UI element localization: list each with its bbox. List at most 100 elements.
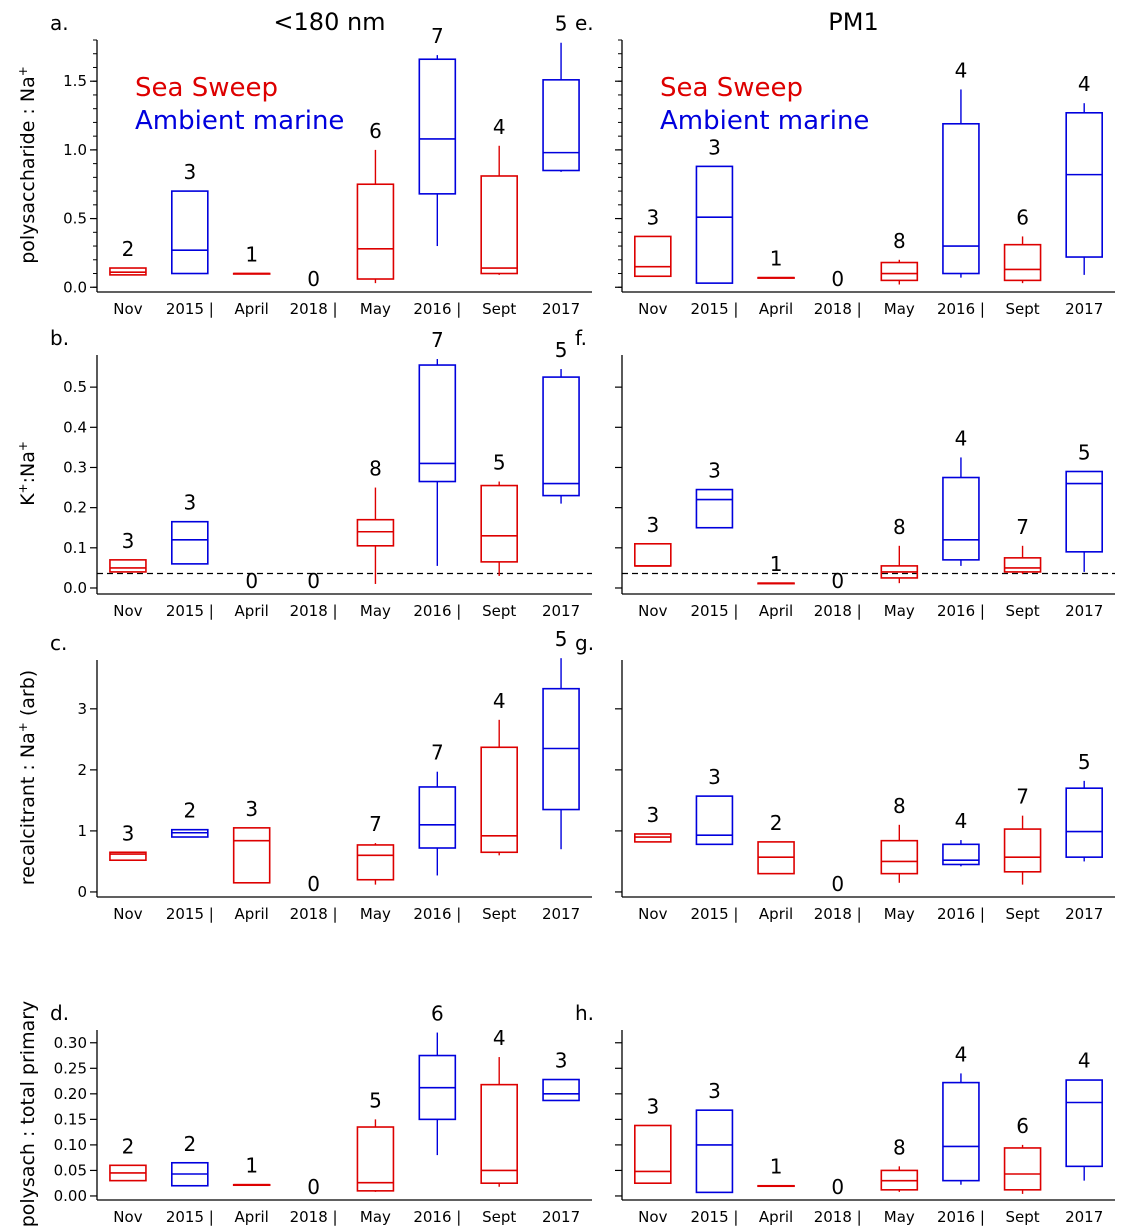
x-category-label: Nov: [113, 905, 142, 923]
sample-count-label: 8: [369, 457, 382, 481]
box-sea-sweep: [1003, 815, 1042, 885]
box-ambient-marine: [418, 359, 457, 566]
y-tick-label: 3: [77, 700, 87, 718]
box-iqr: [232, 827, 271, 884]
sample-count-label: 1: [770, 1155, 783, 1179]
box-sea-sweep: [880, 824, 919, 883]
box-iqr: [942, 843, 980, 866]
sample-count-label: 0: [307, 267, 320, 291]
x-category-label: May: [884, 602, 915, 620]
y-tick-label: 0.15: [54, 1110, 87, 1128]
box-ambient-marine: [418, 55, 457, 247]
box-sea-sweep: [109, 559, 147, 573]
box-iqr: [480, 175, 518, 275]
y-tick-label: 0.2: [63, 499, 87, 517]
x-category-label: 2015 |: [166, 1208, 214, 1226]
x-category-label: 2018 |: [290, 602, 338, 620]
box-iqr: [695, 795, 734, 846]
box-iqr: [480, 1083, 518, 1184]
sample-count-label: 3: [708, 765, 721, 789]
sample-count-label: 0: [307, 1175, 320, 1199]
sample-count-label: 5: [493, 451, 506, 475]
sample-count-label: 4: [955, 809, 968, 833]
sample-count-label: 4: [955, 58, 968, 82]
panel-letter: c.: [50, 631, 67, 655]
x-category-label: Nov: [638, 602, 667, 620]
x-category-label: 2017: [542, 602, 580, 620]
sample-count-label: 7: [431, 741, 444, 765]
sample-count-label: 1: [245, 1154, 258, 1178]
x-category-label: Sept: [1005, 1208, 1039, 1226]
x-category-label: May: [884, 1208, 915, 1226]
x-category-label: 2015 |: [690, 905, 738, 923]
box-sea-sweep: [880, 545, 919, 584]
box-sea-sweep: [480, 1057, 518, 1187]
sample-count-label: 2: [770, 811, 783, 835]
box-iqr: [480, 746, 518, 854]
box-ambient-marine: [542, 369, 580, 504]
x-category-label: Sept: [482, 602, 516, 620]
box-sea-sweep: [232, 272, 271, 275]
box-iqr: [1003, 243, 1042, 282]
x-category-label: 2015 |: [690, 1208, 738, 1226]
box-sea-sweep: [356, 149, 395, 284]
sample-count-label: 0: [245, 569, 258, 593]
box-ambient-marine: [1065, 470, 1103, 572]
box-sea-sweep: [634, 542, 672, 567]
x-category-label: 2018 |: [290, 905, 338, 923]
box-iqr: [109, 559, 147, 573]
x-category-label: 2018 |: [290, 1208, 338, 1226]
box-iqr: [880, 839, 919, 875]
sample-count-label: 4: [493, 115, 506, 139]
x-category-label: Sept: [1005, 602, 1039, 620]
box-ambient-marine: [542, 1078, 580, 1102]
panel-letter: e.: [575, 11, 594, 35]
panel-letter: f.: [575, 326, 587, 350]
sample-count-label: 3: [646, 205, 659, 229]
x-category-label: May: [360, 602, 391, 620]
x-category-label: 2015 |: [690, 300, 738, 318]
box-ambient-marine: [1065, 103, 1103, 275]
box-sea-sweep: [634, 235, 672, 278]
box-iqr: [356, 1126, 395, 1192]
sample-count-label: 0: [307, 872, 320, 896]
x-category-label: May: [884, 905, 915, 923]
column-title: <180 nm: [273, 8, 385, 36]
x-category-label: April: [759, 602, 793, 620]
x-category-label: 2015 |: [166, 300, 214, 318]
x-category-label: May: [360, 300, 391, 318]
box-ambient-marine: [171, 520, 209, 565]
y-axis-label: K+:Na+: [16, 441, 39, 506]
box-iqr: [1003, 828, 1042, 873]
legend-entry: Ambient marine: [135, 106, 344, 136]
box-iqr: [418, 58, 457, 195]
y-tick-label: 0.05: [54, 1161, 87, 1179]
panel-h: Nov 2015 | April 2018 | May 2016 | Sept 2017 3 3 1…: [575, 1001, 1115, 1226]
box-iqr: [634, 542, 672, 567]
box-iqr: [1065, 112, 1103, 258]
panel-a: 0.0 0.5 1.0 1.5 Nov 2015 | April 2018 | May 2016 …: [16, 8, 592, 318]
x-category-label: Nov: [113, 300, 142, 318]
sample-count-label: 8: [893, 515, 906, 539]
sample-count-label: 3: [646, 1094, 659, 1118]
box-sea-sweep: [880, 1166, 919, 1192]
box-iqr: [356, 183, 395, 280]
box-sea-sweep: [634, 1124, 672, 1184]
sample-count-label: 8: [893, 229, 906, 253]
sample-count-label: 4: [1078, 1049, 1091, 1073]
y-axis-label-text: recalcitrant : Na: [17, 732, 39, 885]
box-ambient-marine: [418, 1032, 457, 1156]
sample-count-label: 6: [369, 119, 382, 143]
panel-letter: h.: [575, 1001, 594, 1025]
y-tick-label: 0.00: [54, 1187, 87, 1205]
x-category-label: 2017: [1065, 1208, 1103, 1226]
panel-c: 0 1 2 3 Nov 2015 | April 2018 | May 2016 | Sept 201…: [16, 627, 592, 923]
sample-count-label: 3: [122, 529, 135, 553]
sample-count-label: 1: [245, 243, 258, 267]
box-sea-sweep: [480, 481, 518, 576]
sample-count-label: 0: [831, 569, 844, 593]
sample-count-label: 3: [708, 1079, 721, 1103]
superscript-charge: +: [16, 441, 30, 451]
x-category-label: 2016 |: [937, 1208, 985, 1226]
sample-count-label: 4: [1078, 72, 1091, 96]
